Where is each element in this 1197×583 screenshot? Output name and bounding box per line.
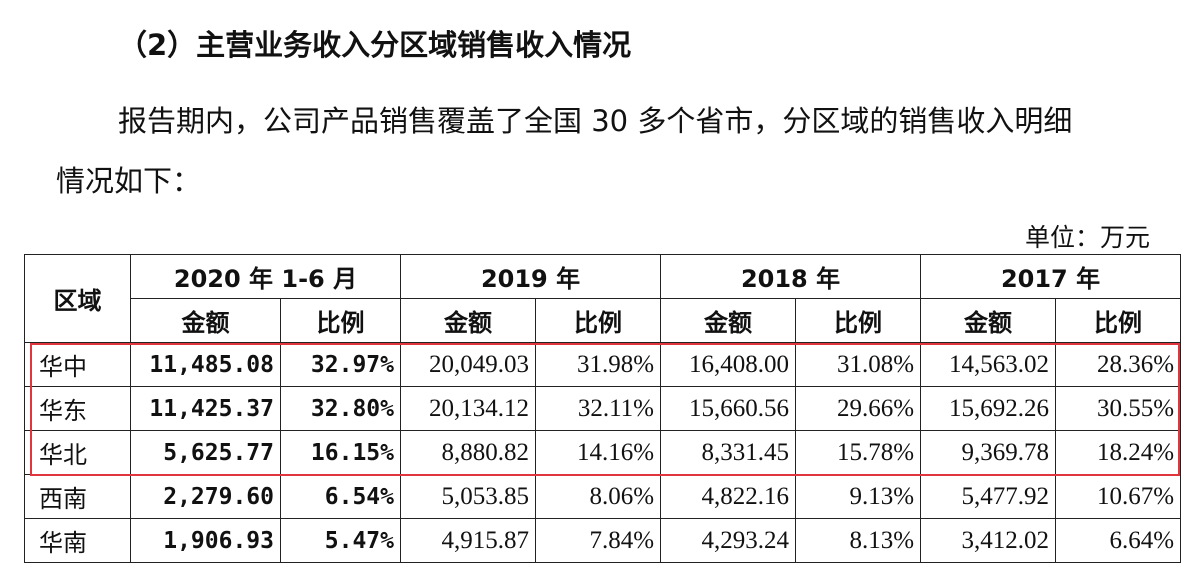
period-header-2020h1: 2020 年 1-6 月	[129, 254, 402, 299]
region-cell: 西南	[24, 474, 131, 519]
table-row: 西南 2,279.60 6.54% 5,053.85 8.06% 4,822.1…	[24, 474, 1182, 519]
ratio-cell: 8.06%	[535, 474, 662, 519]
ratio-cell: 15.78%	[795, 430, 922, 475]
period-header-2017: 2017 年	[920, 254, 1182, 299]
amount-cell: 5,053.85	[400, 474, 537, 519]
amount-header: 金额	[660, 298, 797, 343]
ratio-header: 比例	[279, 298, 402, 343]
ratio-cell: 28.36%	[1055, 342, 1182, 387]
amount-cell: 4,915.87	[400, 518, 537, 563]
ratio-cell: 6.54%	[279, 474, 402, 519]
ratio-cell: 31.98%	[535, 342, 662, 387]
amount-cell: 11,425.37	[130, 386, 281, 431]
amount-cell: 8,331.45	[660, 430, 797, 475]
ratio-header: 比例	[1055, 298, 1182, 343]
amount-cell: 4,293.24	[660, 518, 797, 563]
period-header-2019: 2019 年	[400, 254, 662, 299]
amount-cell: 5,625.77	[130, 430, 281, 475]
amount-cell: 11,485.08	[130, 342, 281, 387]
ratio-cell: 32.11%	[535, 386, 662, 431]
amount-header: 金额	[400, 298, 537, 343]
ratio-cell: 18.24%	[1055, 430, 1182, 475]
ratio-cell: 7.84%	[535, 518, 662, 563]
region-header: 区域	[24, 254, 131, 343]
unit-label: 单位：万元	[1024, 223, 1150, 252]
amount-cell: 20,049.03	[400, 342, 537, 387]
region-cell: 华中	[24, 342, 131, 387]
table-row: 华中 11,485.08 32.97% 20,049.03 31.98% 16,…	[24, 342, 1182, 387]
amount-cell: 3,412.02	[920, 518, 1057, 563]
ratio-cell: 14.16%	[535, 430, 662, 475]
ratio-cell: 32.97%	[279, 342, 402, 387]
ratio-cell: 10.67%	[1055, 474, 1182, 519]
ratio-cell: 5.47%	[279, 518, 402, 563]
amount-cell: 2,279.60	[130, 474, 281, 519]
ratio-cell: 9.13%	[795, 474, 922, 519]
ratio-cell: 16.15%	[279, 430, 402, 475]
ratio-cell: 8.13%	[795, 518, 922, 563]
amount-header: 金额	[920, 298, 1057, 343]
paragraph-line-2: 情况如下：	[56, 164, 202, 198]
amount-cell: 15,660.56	[660, 386, 797, 431]
table-row: 华南 1,906.93 5.47% 4,915.87 7.84% 4,293.2…	[24, 518, 1182, 563]
table-header-row-metrics: 金额 比例 金额 比例 金额 比例 金额 比例	[25, 298, 1182, 343]
ratio-header: 比例	[535, 298, 662, 343]
ratio-cell: 31.08%	[795, 342, 922, 387]
ratio-cell: 29.66%	[795, 386, 922, 431]
ratio-cell: 30.55%	[1055, 386, 1182, 431]
amount-cell: 5,477.92	[920, 474, 1057, 519]
section-heading: （2）主营业务收入分区域销售收入情况	[118, 28, 632, 62]
amount-cell: 4,822.16	[660, 474, 797, 519]
ratio-cell: 6.64%	[1055, 518, 1182, 563]
amount-cell: 20,134.12	[400, 386, 537, 431]
amount-cell: 14,563.02	[920, 342, 1057, 387]
period-header-2018: 2018 年	[660, 254, 922, 299]
amount-cell: 1,906.93	[130, 518, 281, 563]
paragraph-line-1: 报告期内，公司产品销售覆盖了全国 30 多个省市，分区域的销售收入明细	[118, 104, 1073, 138]
table-row: 华北 5,625.77 16.15% 8,880.82 14.16% 8,331…	[24, 430, 1182, 475]
ratio-cell: 32.80%	[279, 386, 402, 431]
region-cell: 华南	[24, 518, 131, 563]
amount-cell: 8,880.82	[400, 430, 537, 475]
amount-cell: 9,369.78	[920, 430, 1057, 475]
amount-header: 金额	[130, 298, 281, 343]
region-cell: 华东	[24, 386, 131, 431]
region-cell: 华北	[24, 430, 131, 475]
region-sales-table: 区域 2020 年 1-6 月 2019 年 2018 年 2017 年 金额 …	[24, 254, 1182, 563]
amount-cell: 15,692.26	[920, 386, 1057, 431]
table-row: 华东 11,425.37 32.80% 20,134.12 32.11% 15,…	[24, 386, 1182, 431]
ratio-header: 比例	[795, 298, 922, 343]
amount-cell: 16,408.00	[660, 342, 797, 387]
table-header-row-periods: 区域 2020 年 1-6 月 2019 年 2018 年 2017 年	[24, 254, 1182, 343]
